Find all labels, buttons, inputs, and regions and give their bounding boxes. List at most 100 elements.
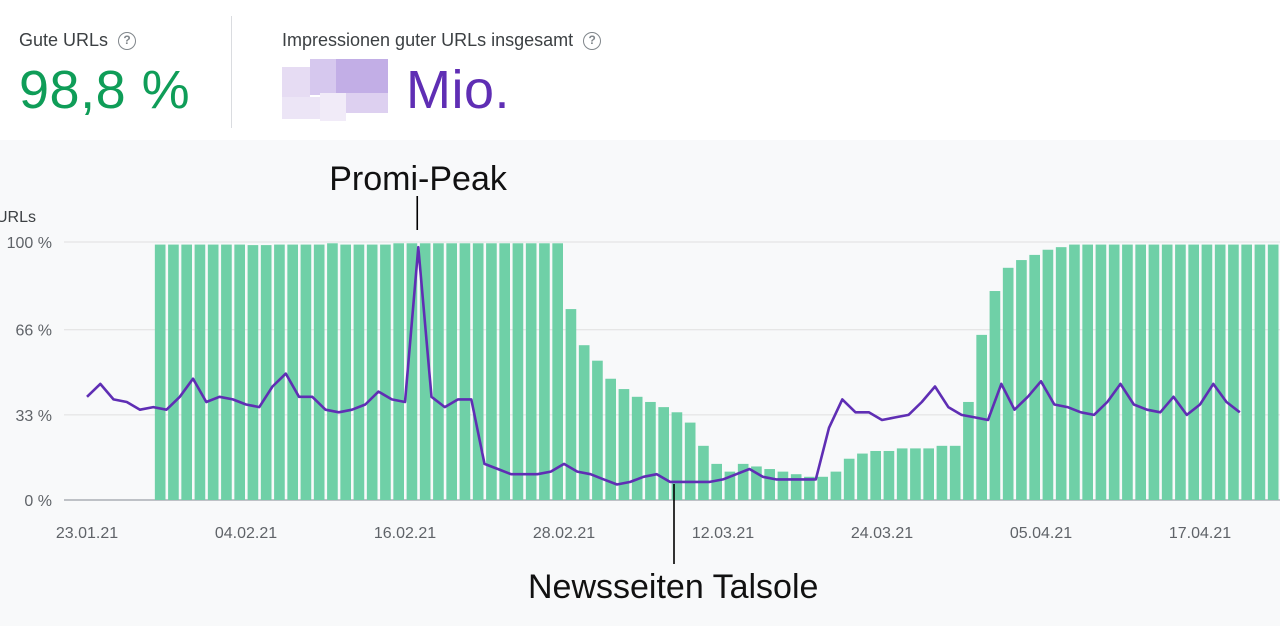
bar	[1095, 244, 1107, 500]
bar	[830, 471, 842, 500]
x-tick-label: 12.03.21	[692, 525, 754, 542]
bar	[419, 243, 431, 500]
redacted-number	[282, 59, 392, 121]
line-series	[86, 245, 1241, 486]
bar	[406, 243, 418, 500]
bar	[1214, 244, 1226, 500]
good-urls-value: 98,8 %	[19, 60, 191, 120]
line-series-path	[86, 245, 1241, 486]
bar	[552, 243, 563, 500]
annotations: Promi-Peak Newsseiten Talsole	[329, 160, 818, 606]
bar	[221, 244, 232, 500]
bar	[207, 244, 219, 500]
impressions-value: Mio.	[282, 59, 601, 121]
impressions-label-row: Impressionen guter URLs insgesamt ?	[282, 30, 602, 51]
bar	[313, 244, 325, 500]
bar	[724, 471, 736, 500]
bar	[631, 396, 643, 500]
bar	[764, 469, 775, 500]
bar	[260, 245, 272, 500]
bar	[525, 243, 537, 500]
bar	[949, 445, 961, 500]
bar	[658, 407, 669, 500]
bar	[380, 244, 391, 500]
y-tick-label: 33 %	[16, 408, 52, 425]
bar	[777, 471, 789, 500]
bar	[512, 243, 524, 500]
y-tick-label: 100 %	[7, 235, 52, 252]
bar	[1002, 267, 1014, 500]
bar	[1228, 244, 1239, 500]
impressions-label: Impressionen guter URLs insgesamt	[282, 30, 574, 50]
bar	[592, 360, 603, 500]
bar	[737, 463, 749, 500]
bar	[804, 476, 815, 500]
good-urls-label-row: Gute URLs ?	[19, 30, 190, 51]
bar	[857, 453, 868, 500]
bar	[1148, 244, 1160, 500]
bar	[605, 378, 616, 500]
bar	[472, 243, 484, 500]
bar	[486, 243, 497, 500]
impressions-stat: Impressionen guter URLs insgesamt ? Mio.	[282, 30, 602, 121]
bar	[963, 401, 974, 500]
bar	[1267, 244, 1279, 500]
bar	[1108, 244, 1120, 500]
bar	[618, 389, 630, 500]
bar	[751, 466, 762, 500]
x-tick-label: 16.02.21	[374, 525, 436, 542]
bar	[1055, 247, 1067, 500]
bar	[1042, 249, 1054, 500]
x-axis: 23.01.21 04.02.21 16.02.21 28.02.21 12.03.21…	[56, 525, 1231, 542]
good-urls-stat: Gute URLs ? 98,8 %	[19, 30, 190, 121]
bar	[565, 309, 577, 500]
bar	[817, 476, 828, 500]
bar	[1122, 244, 1133, 500]
bar	[1161, 244, 1173, 500]
help-icon[interactable]: ?	[118, 31, 137, 50]
bar	[446, 243, 457, 500]
bar	[181, 244, 192, 500]
bar	[353, 244, 365, 500]
bar	[459, 243, 471, 500]
bar	[274, 244, 285, 500]
help-icon[interactable]: ?	[583, 31, 602, 50]
bar	[870, 450, 881, 500]
bar	[287, 244, 298, 500]
bar	[711, 463, 722, 500]
bar	[883, 450, 895, 500]
bar	[923, 448, 934, 500]
y-tick-label: 0 %	[24, 493, 52, 510]
good-urls-label: Gute URLs	[19, 30, 109, 50]
bar	[936, 445, 948, 500]
bar	[843, 458, 855, 500]
bar	[1201, 244, 1213, 500]
bar	[366, 244, 378, 500]
impressions-unit: Mio.	[406, 60, 511, 120]
bar	[327, 243, 338, 500]
bar-series	[154, 243, 1279, 500]
bar	[247, 245, 259, 500]
bar	[578, 345, 590, 500]
urls-chart: 100 % 66 % 33 % 0 % URLs 23.01.21 04.02.21 16.…	[0, 160, 1280, 606]
stats-divider	[231, 16, 232, 128]
annotation-label: Newsseiten Talsole	[528, 568, 818, 606]
bar	[684, 422, 696, 500]
bar	[1135, 244, 1146, 500]
bar	[1241, 244, 1252, 500]
bar	[989, 291, 1001, 500]
bar	[1175, 244, 1186, 500]
bar	[194, 244, 206, 500]
bar	[1069, 244, 1080, 500]
bar	[1016, 260, 1027, 500]
y-tick-label: 66 %	[16, 323, 52, 340]
bar	[539, 243, 550, 500]
bar	[499, 243, 510, 500]
bar	[671, 412, 683, 500]
bar	[896, 448, 908, 500]
bar	[645, 401, 656, 500]
bar	[340, 244, 351, 500]
bar	[790, 474, 802, 500]
bar	[433, 243, 444, 500]
bar	[910, 448, 921, 500]
